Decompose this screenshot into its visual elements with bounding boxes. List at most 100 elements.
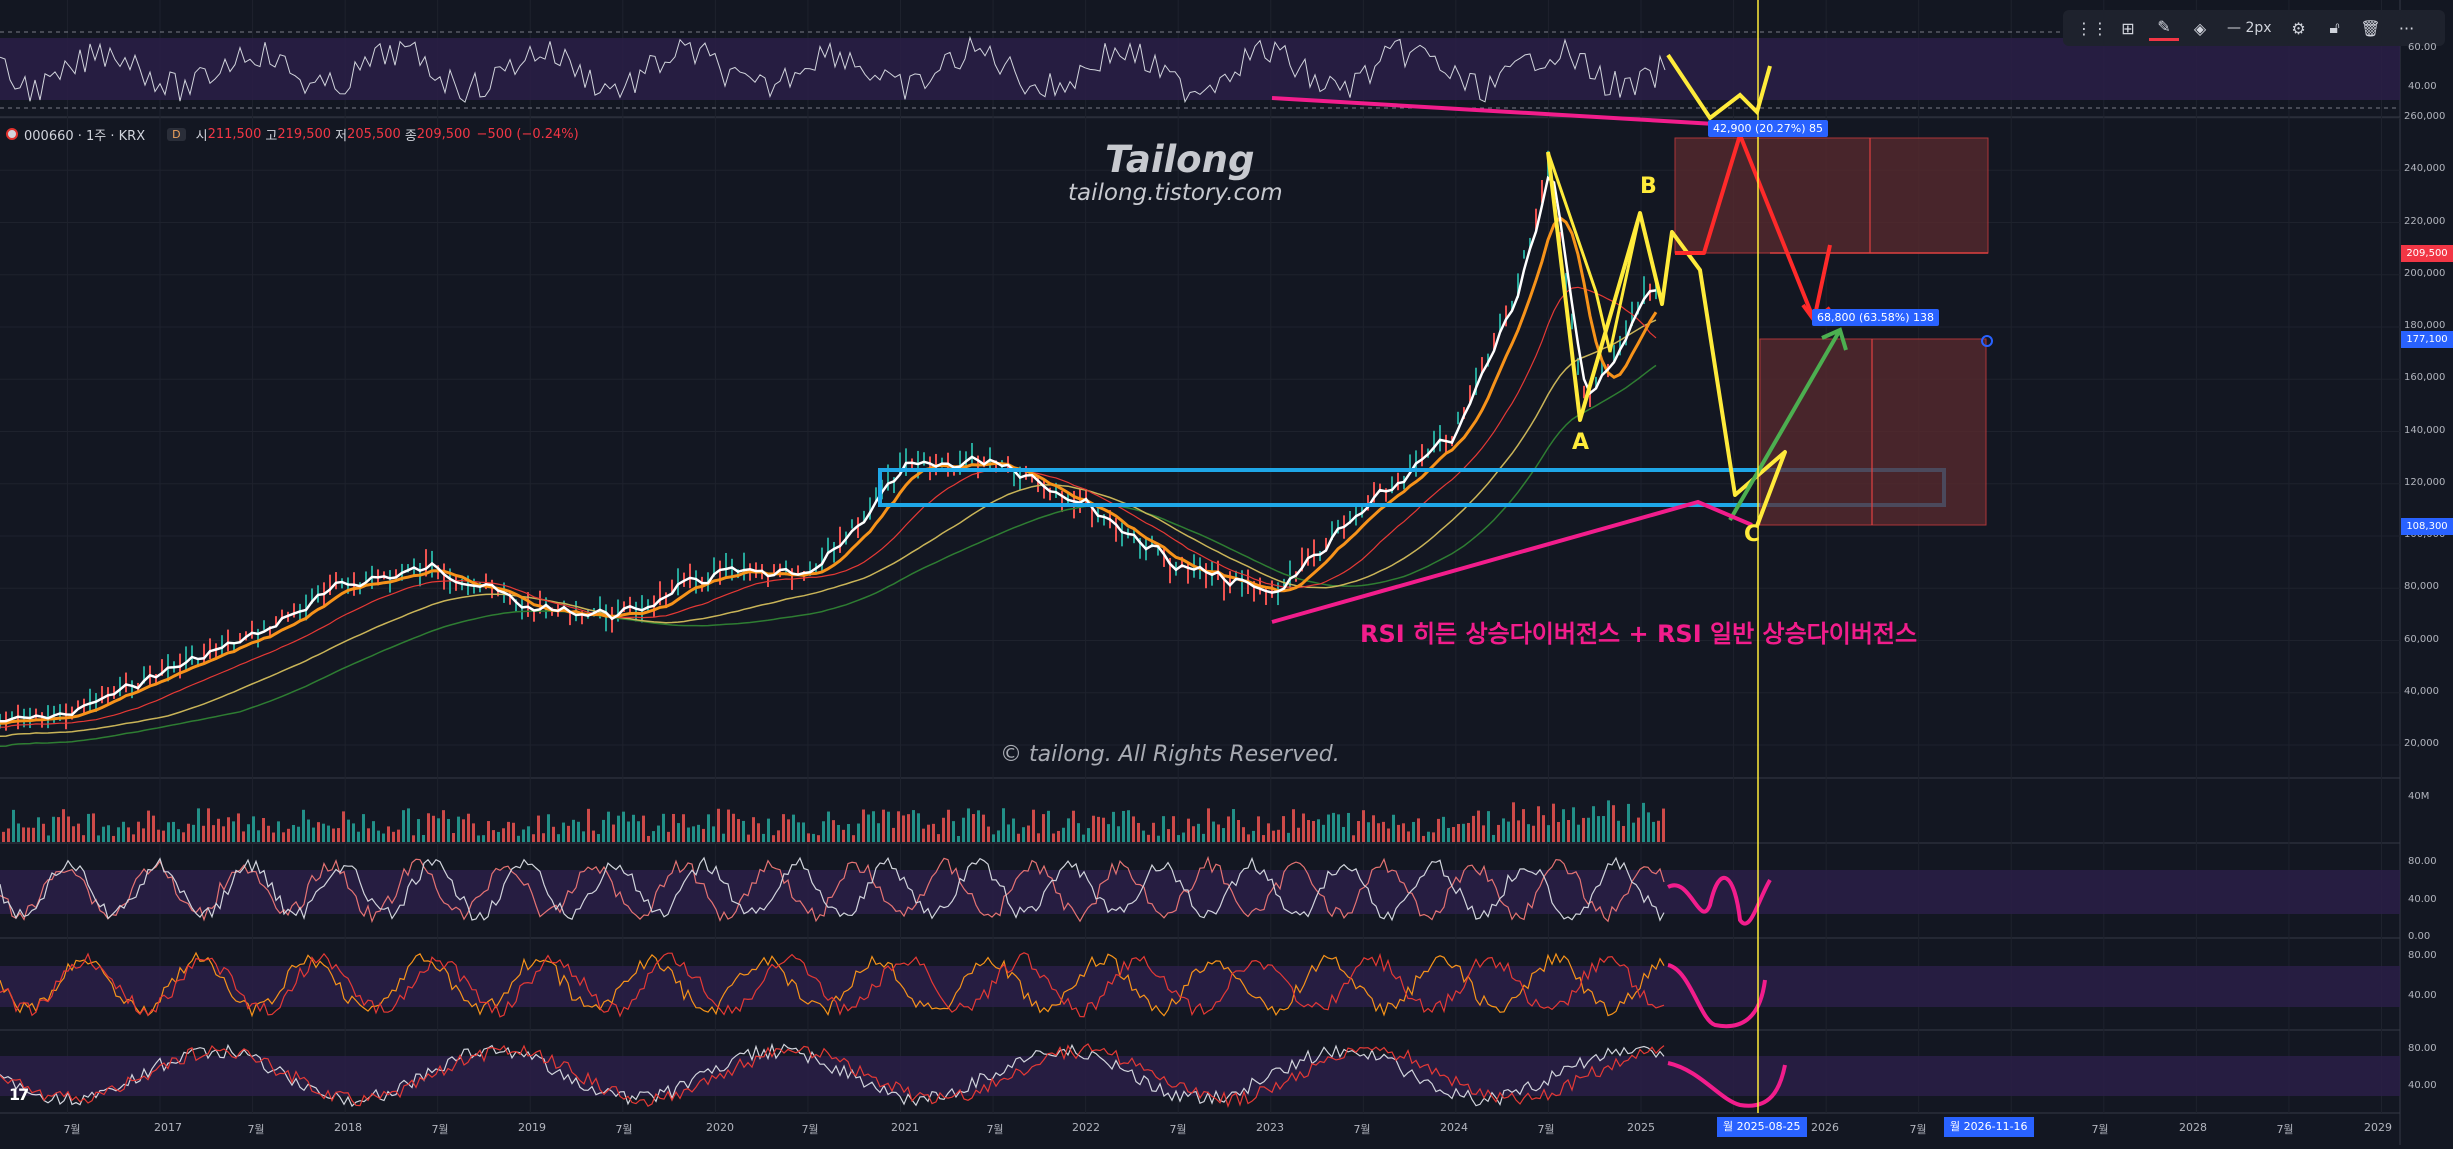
high-label: 고	[265, 128, 278, 144]
volume-bar	[912, 810, 915, 842]
volume-bar	[1572, 807, 1575, 842]
volume-bar	[647, 835, 650, 842]
volume-bar	[1597, 816, 1600, 842]
time-tick-23: 2029	[2364, 1121, 2392, 1134]
price-tick-1: 240,000	[2404, 163, 2446, 175]
time-tick-0: 7월	[63, 1123, 81, 1136]
volume-bar	[1197, 823, 1200, 842]
more-icon[interactable]: ···	[2398, 18, 2415, 38]
volume-bar	[122, 821, 125, 842]
pencil-icon[interactable]: ✎	[2149, 16, 2179, 41]
symbol-name[interactable]: 000660 · 1주 · KRX	[24, 128, 146, 144]
volume-bar	[432, 815, 435, 842]
volume-bar	[397, 829, 400, 842]
volume-bar	[372, 821, 375, 842]
volume-bar	[337, 828, 340, 842]
time-tick-7: 2020	[706, 1121, 734, 1134]
upper-measure-label[interactable]: 42,900 (20.27%) 85	[1708, 120, 1829, 137]
volume-bar	[347, 819, 350, 842]
volume-bar	[567, 825, 570, 842]
volume-bar	[752, 817, 755, 842]
volume-bar	[872, 811, 875, 842]
volume-bar	[537, 815, 540, 842]
volume-bar	[1022, 827, 1025, 842]
volume-bar	[1137, 822, 1140, 842]
wave-label-c: C	[1744, 522, 1761, 547]
volume-bar	[247, 824, 250, 842]
volume-bar	[1247, 834, 1250, 842]
volume-bar	[1642, 802, 1645, 842]
volume-bar	[1132, 816, 1135, 842]
volume-bar	[927, 824, 930, 842]
osc2-tick-1: 40.00	[2408, 990, 2437, 1001]
interval-badge[interactable]: D	[167, 127, 186, 141]
volume-bar	[117, 827, 120, 842]
volume-bar	[1387, 828, 1390, 842]
volume-bar	[702, 828, 705, 842]
volume-bar	[207, 808, 210, 842]
volume-bar	[172, 821, 175, 842]
price-tick-4: 180,000	[2404, 320, 2446, 331]
volume-bar	[32, 827, 35, 842]
volume-bar	[1077, 823, 1080, 842]
price-tick-12: 20,000	[2404, 738, 2439, 749]
time-tick-3: 2018	[334, 1121, 362, 1134]
trash-icon[interactable]: 🗑︎	[2360, 18, 2381, 38]
volume-bar	[832, 820, 835, 842]
volume-bar	[1177, 835, 1180, 842]
volume-bar	[847, 824, 850, 842]
volume-bar	[1157, 835, 1160, 842]
volume-bar	[477, 835, 480, 842]
lower-measure-label[interactable]: 68,800 (63.58%) 138	[1812, 309, 1940, 326]
line-width-selector[interactable]: — 2px	[2227, 20, 2272, 36]
volume-bar	[1072, 810, 1075, 842]
volume-bar	[1512, 802, 1515, 842]
volume-bar	[1192, 826, 1195, 842]
volume-bar	[782, 814, 785, 842]
osc3-tick-1: 40.00	[2408, 1080, 2437, 1091]
price-tick-5: 160,000	[2404, 372, 2446, 384]
volume-bar	[1282, 816, 1285, 842]
volume-bar	[1632, 822, 1635, 842]
volume-bar	[732, 813, 735, 842]
range-end-date-badge: 월 2026-11-16	[1944, 1117, 2034, 1137]
osc3-line-a	[0, 1042, 1665, 1108]
volume-bar	[582, 831, 585, 842]
wave-label-b: B	[1640, 174, 1657, 199]
volume-bar	[1507, 821, 1510, 842]
volume-bar	[132, 834, 135, 842]
volume-bar	[1577, 824, 1580, 842]
volume-bar	[997, 830, 1000, 842]
time-tick-22: 7월	[2276, 1123, 2294, 1136]
volume-bar	[547, 814, 550, 842]
volume-bar	[292, 824, 295, 842]
volume-bar	[692, 826, 695, 842]
volume-bar	[1542, 815, 1545, 842]
rsi-forecast-yellow	[1666, 53, 1772, 121]
volume-bar	[352, 823, 355, 842]
close-label: 종	[404, 128, 417, 144]
volume-bar	[1257, 816, 1260, 842]
ma-orange-line	[0, 215, 1658, 725]
fill-icon[interactable]: ◈	[2193, 18, 2207, 38]
volume-bar	[1252, 830, 1255, 842]
volume-bar	[442, 810, 445, 842]
volume-bar	[552, 826, 555, 842]
volume-bar	[1442, 816, 1445, 842]
lock-icon[interactable]: 🔓︎	[2329, 18, 2340, 37]
volume-bar	[1522, 809, 1525, 842]
volume-bar	[1647, 812, 1650, 842]
volume-bar	[1152, 822, 1155, 842]
drag-handle-icon[interactable]: ⋮⋮	[2076, 18, 2108, 38]
time-tick-6: 7월	[615, 1123, 633, 1136]
volume-bar	[922, 828, 925, 842]
template-icon[interactable]: ⊞	[2121, 18, 2135, 38]
settings-icon[interactable]: ⚙	[2291, 18, 2306, 38]
volume-bar	[157, 829, 160, 842]
rsi-tick-1: 40.00	[2408, 81, 2437, 92]
osc2-tick-0: 80.00	[2408, 950, 2437, 961]
volume-bar	[517, 835, 520, 842]
volume-bar	[1477, 810, 1480, 842]
